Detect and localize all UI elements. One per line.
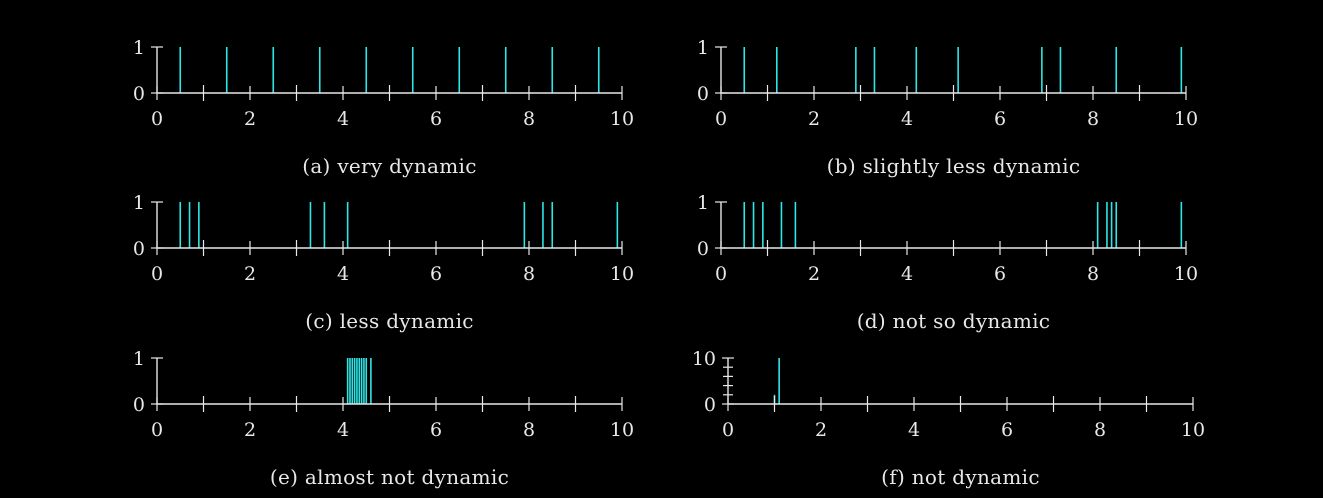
x-tick-label: 4: [337, 419, 349, 441]
x-tick-label: 2: [244, 108, 256, 130]
x-tick-label: 0: [715, 108, 727, 130]
x-tick-label: 10: [610, 263, 634, 285]
subplot-caption: (a) very dynamic: [302, 154, 477, 178]
x-tick-label: 6: [994, 108, 1006, 130]
y-tick-label: 0: [704, 394, 716, 416]
x-tick-label: 0: [722, 419, 734, 441]
subplot-caption: (f) not dynamic: [881, 465, 1040, 489]
x-tick-label: 10: [1174, 108, 1198, 130]
subplot-f: 0 2 4 6 8 10 0 10 (f) not dynamic: [692, 348, 1205, 489]
x-tick-label: 10: [610, 108, 634, 130]
x-tick-label: 0: [151, 419, 163, 441]
x-tick-label: 6: [1001, 419, 1013, 441]
x-tick-label: 10: [610, 419, 634, 441]
y-tick-label: 1: [697, 192, 709, 214]
x-tick-label: 6: [430, 419, 442, 441]
x-tick-label: 2: [808, 263, 820, 285]
x-tick-label: 6: [430, 108, 442, 130]
x-tick-label: 6: [994, 263, 1006, 285]
y-tick-label: 0: [697, 83, 709, 105]
y-tick-label: 1: [697, 37, 709, 59]
x-tick-label: 2: [808, 108, 820, 130]
x-tick-label: 8: [1087, 263, 1099, 285]
subplot-e: 0 2 4 6 8 10 0 1 (e) almost not dynamic: [133, 348, 634, 489]
x-tick-label: 0: [151, 263, 163, 285]
x-tick-label: 4: [901, 263, 913, 285]
y-tick-label: 0: [133, 238, 145, 260]
y-tick-label: 1: [133, 37, 145, 59]
y-tick-label: 0: [133, 394, 145, 416]
subplot-d: 0 2 4 6 8 10 0 1 (d) not so dynamic: [697, 192, 1198, 333]
subplot-caption: (d) not so dynamic: [857, 309, 1051, 333]
y-tick-label: 1: [133, 192, 145, 214]
x-tick-label: 2: [244, 263, 256, 285]
subplot-a: 0 2 4 6 8 10 0 1 (a) very dynamic: [133, 37, 634, 178]
x-tick-label: 8: [1087, 108, 1099, 130]
subplot-c: 0 2 4 6 8 10 0 1 (c) less dynamic: [133, 192, 634, 333]
x-tick-label: 6: [430, 263, 442, 285]
subplot-caption: (c) less dynamic: [305, 309, 474, 333]
x-tick-label: 10: [1181, 419, 1205, 441]
x-tick-label: 8: [523, 419, 535, 441]
subplot-caption: (e) almost not dynamic: [270, 465, 509, 489]
x-tick-label: 8: [523, 263, 535, 285]
y-tick-label: 1: [133, 348, 145, 370]
x-tick-label: 0: [715, 263, 727, 285]
x-tick-label: 10: [1174, 263, 1198, 285]
x-tick-label: 2: [815, 419, 827, 441]
y-tick-label: 0: [133, 83, 145, 105]
x-tick-label: 4: [337, 263, 349, 285]
x-tick-label: 0: [151, 108, 163, 130]
y-tick-label: 10: [692, 348, 716, 370]
x-tick-label: 8: [523, 108, 535, 130]
subplot-b: 0 2 4 6 8 10 0 1 (b) slightly less dynamic: [697, 37, 1198, 178]
subplot-caption: (b) slightly less dynamic: [827, 154, 1081, 178]
x-tick-label: 4: [908, 419, 920, 441]
y-tick-label: 0: [697, 238, 709, 260]
x-tick-label: 2: [244, 419, 256, 441]
x-tick-label: 4: [337, 108, 349, 130]
x-tick-label: 8: [1094, 419, 1106, 441]
x-tick-label: 4: [901, 108, 913, 130]
